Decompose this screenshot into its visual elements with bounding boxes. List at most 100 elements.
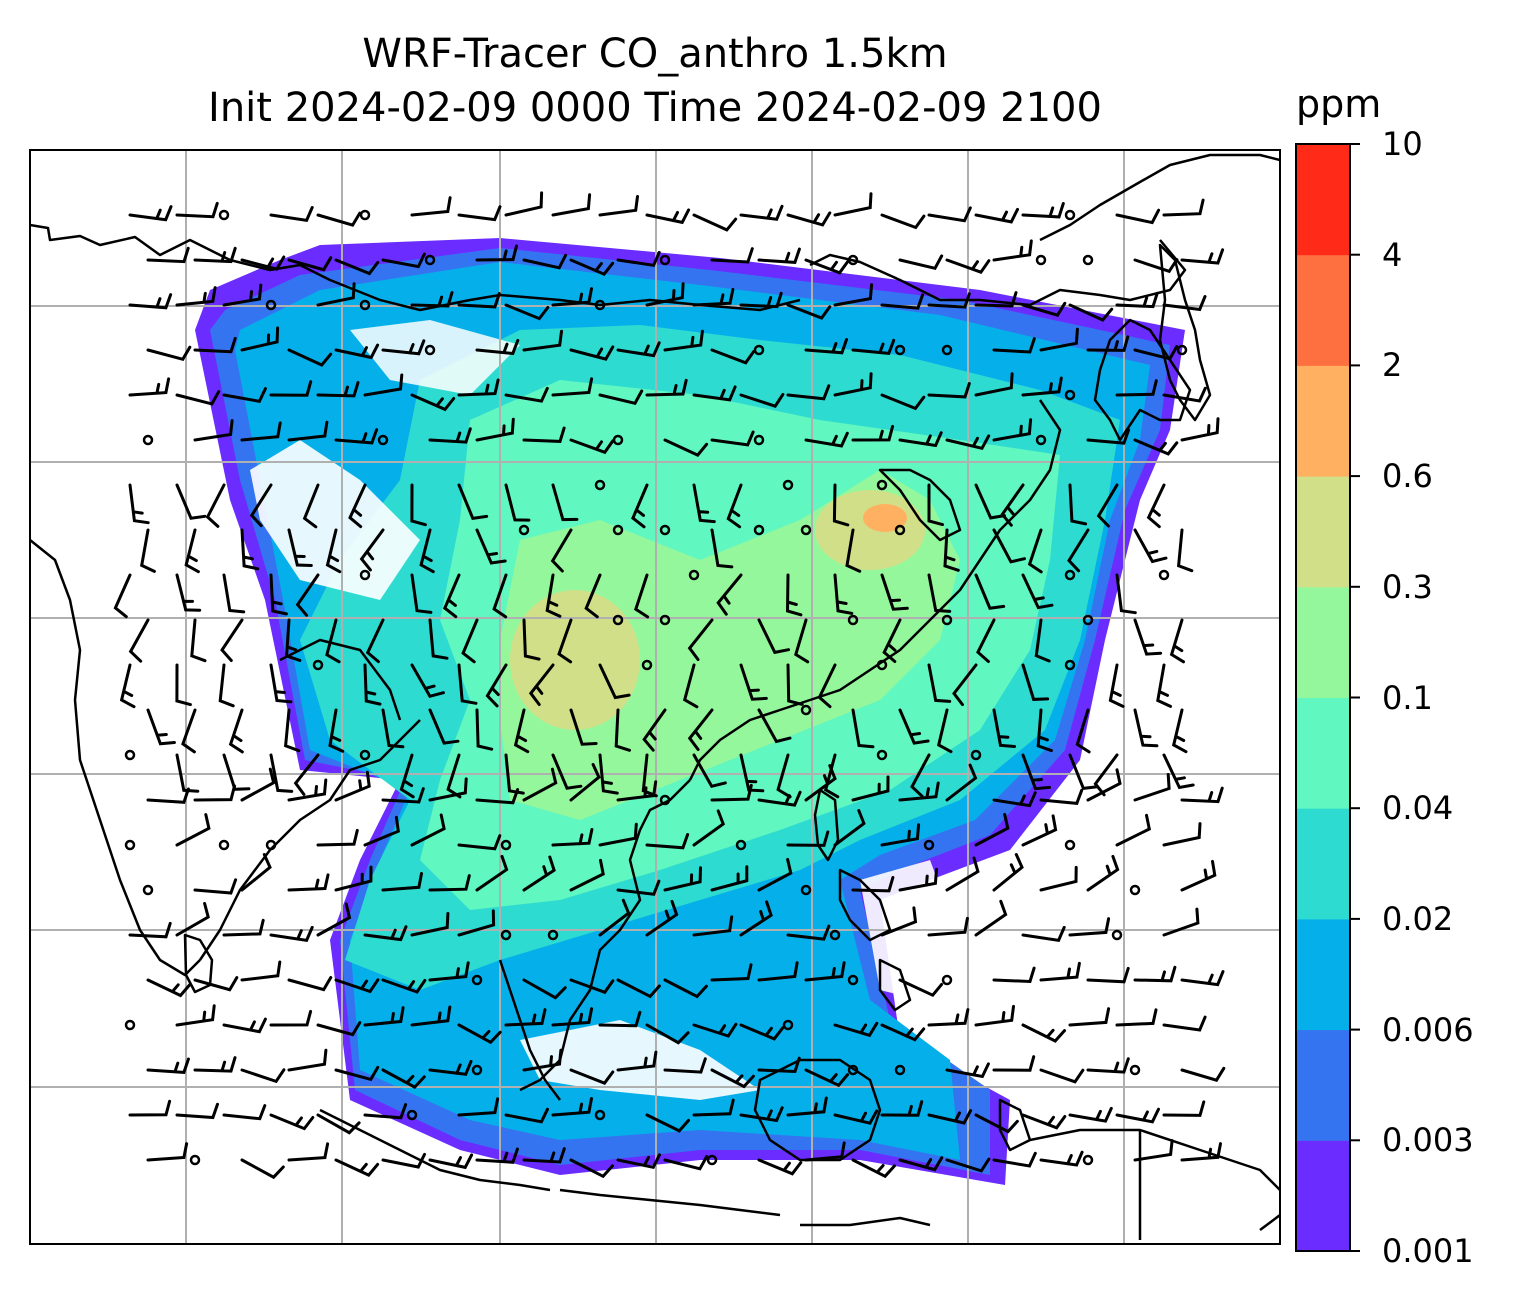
wind-barb bbox=[710, 865, 749, 892]
field-gap-west bbox=[250, 440, 420, 600]
wind-barb bbox=[146, 1057, 190, 1074]
wind-barb bbox=[113, 573, 132, 619]
tracer-field bbox=[195, 238, 1185, 1185]
wind-barb bbox=[757, 790, 802, 807]
wind-barb bbox=[898, 978, 944, 998]
wind-barb bbox=[551, 828, 594, 847]
wind-barb bbox=[1133, 618, 1163, 656]
coastline-japan bbox=[1158, 243, 1212, 422]
wind-barb bbox=[757, 1158, 803, 1176]
wind-calm-marker bbox=[659, 614, 671, 626]
wind-barb bbox=[128, 377, 171, 397]
wind-barb bbox=[598, 898, 631, 937]
wind-barb bbox=[569, 858, 605, 892]
wind-barb bbox=[419, 528, 435, 574]
wind-calm-marker bbox=[894, 344, 906, 356]
wind-barb bbox=[739, 392, 785, 408]
wind-barb bbox=[222, 1017, 267, 1034]
coastline-australia bbox=[1259, 1214, 1280, 1231]
wind-barb bbox=[222, 573, 246, 614]
wind-barbs bbox=[113, 191, 1226, 1180]
wind-barb bbox=[249, 483, 273, 528]
wind-barb bbox=[786, 830, 830, 847]
wind-barb bbox=[287, 873, 330, 892]
field-layer-6a bbox=[510, 590, 640, 730]
wind-barb bbox=[1068, 303, 1114, 322]
wind-barb bbox=[1162, 1100, 1206, 1117]
wind-barb bbox=[240, 1068, 286, 1084]
wind-barb bbox=[692, 483, 716, 524]
wind-barb bbox=[381, 872, 423, 892]
wind-barb bbox=[757, 1056, 801, 1074]
wind-barb bbox=[522, 329, 563, 352]
wind-barb bbox=[119, 663, 136, 709]
colorbar-segment bbox=[1296, 254, 1350, 366]
wind-barb bbox=[833, 192, 873, 217]
wind-barb bbox=[240, 421, 282, 442]
wind-barb bbox=[945, 1157, 991, 1173]
wind-barb bbox=[974, 291, 1018, 308]
wind-barb bbox=[645, 1023, 690, 1045]
wind-barb bbox=[898, 1156, 944, 1172]
wind-barb bbox=[663, 438, 709, 457]
wind-barb bbox=[710, 963, 753, 982]
wind-barb bbox=[334, 1065, 380, 1082]
wind-barb bbox=[222, 918, 265, 937]
wind-barb bbox=[945, 1062, 990, 1079]
wind-barb bbox=[739, 900, 773, 937]
wind-calm-marker bbox=[706, 1154, 718, 1166]
wind-barb bbox=[128, 205, 173, 222]
wind-calm-marker bbox=[753, 524, 765, 536]
wind-barb bbox=[851, 424, 895, 442]
wind-calm-marker bbox=[612, 434, 624, 446]
wind-barb bbox=[833, 809, 866, 847]
wind-barb bbox=[1133, 438, 1179, 456]
wind-barb bbox=[557, 618, 573, 664]
wind-barb bbox=[522, 253, 568, 270]
wind-barb bbox=[365, 618, 385, 664]
wind-barb bbox=[739, 1023, 785, 1041]
wind-barb bbox=[641, 753, 658, 798]
wind-barb bbox=[974, 573, 1006, 610]
wind-barb bbox=[302, 483, 320, 529]
wind-barb bbox=[992, 966, 1036, 984]
wind-barb bbox=[898, 708, 930, 745]
wind-barb bbox=[1162, 386, 1207, 403]
wind-calm-marker bbox=[641, 659, 653, 671]
colorbar-tick-label: 0.1 bbox=[1382, 678, 1433, 717]
wind-barb bbox=[457, 205, 502, 222]
wind-barb bbox=[1133, 258, 1179, 274]
wind-barb bbox=[992, 791, 1037, 808]
wind-barb bbox=[363, 815, 400, 847]
wind-barb bbox=[1169, 618, 1185, 664]
wind-barb bbox=[757, 247, 801, 264]
wind-barb bbox=[1162, 753, 1195, 790]
wind-barb bbox=[381, 1068, 426, 1089]
wind-barb bbox=[726, 483, 743, 529]
wind-barb bbox=[974, 372, 1014, 397]
wind-barb bbox=[692, 753, 727, 789]
colorbar-tick-label: 0.003 bbox=[1382, 1121, 1474, 1160]
wind-barb bbox=[522, 767, 558, 802]
coastline-india-east bbox=[198, 719, 421, 961]
wind-barb bbox=[880, 393, 926, 411]
wind-barb bbox=[457, 909, 496, 937]
wind-barb bbox=[945, 258, 991, 275]
wind-barb bbox=[287, 778, 328, 802]
coastline-new-guinea bbox=[1029, 1128, 1280, 1191]
wind-barb bbox=[193, 1056, 237, 1073]
wind-calm-marker bbox=[1111, 929, 1123, 941]
wind-barb bbox=[316, 1113, 361, 1135]
wind-barb bbox=[616, 1050, 658, 1072]
wind-barb bbox=[631, 483, 649, 529]
wind-barb bbox=[739, 204, 784, 221]
colorbar-unit-label: ppm bbox=[1296, 82, 1382, 126]
wind-calm-marker bbox=[500, 929, 512, 941]
wind-barb bbox=[1075, 708, 1091, 754]
wind-barb bbox=[880, 293, 925, 310]
wind-barb bbox=[804, 338, 848, 355]
wind-calm-marker bbox=[124, 1019, 136, 1031]
wind-barb bbox=[569, 1068, 615, 1086]
wind-barb bbox=[851, 775, 890, 802]
colorbar-tick-label: 0.6 bbox=[1382, 457, 1433, 496]
